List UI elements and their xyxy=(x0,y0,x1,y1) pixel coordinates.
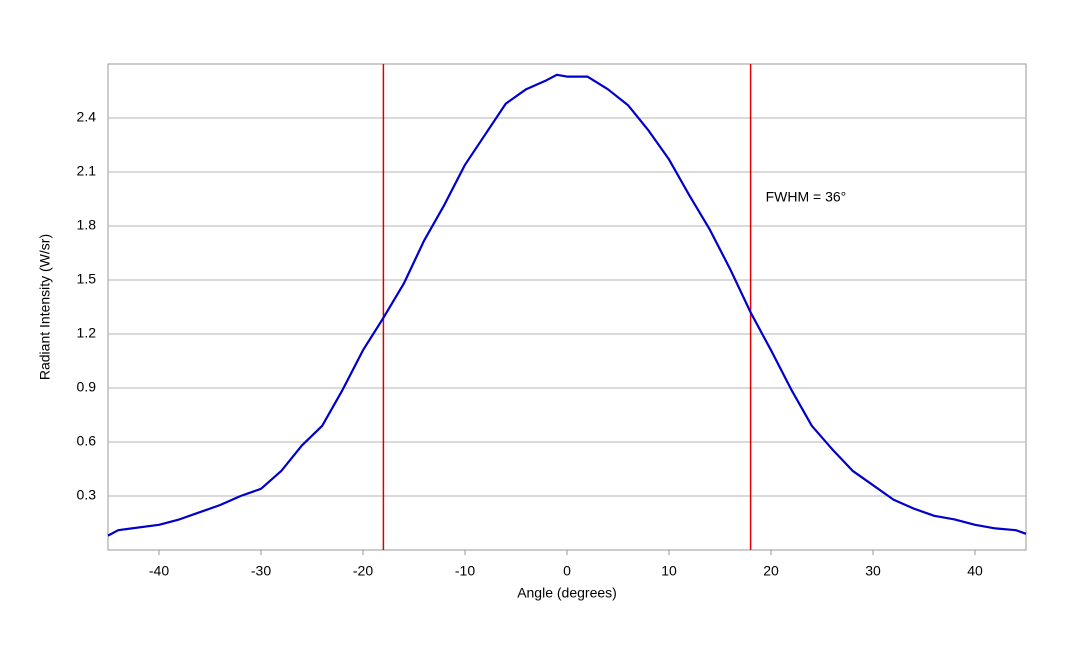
y-tick-label: 0.9 xyxy=(77,379,97,395)
data-line xyxy=(107,73,1027,537)
x-tick-label: 30 xyxy=(865,563,881,579)
x-tick-label: -20 xyxy=(353,563,373,579)
y-tick-label: 1.5 xyxy=(77,271,97,287)
annotation: FWHM = 36° xyxy=(766,189,847,205)
y-tick-label: 0.3 xyxy=(77,487,97,503)
x-tick-label: 10 xyxy=(661,563,677,579)
x-tick-label: -40 xyxy=(149,563,169,579)
y-tick-label: 1.8 xyxy=(77,217,97,233)
x-tick-label: 20 xyxy=(763,563,779,579)
y-tick-label: 0.6 xyxy=(77,433,97,449)
x-tick-label: 0 xyxy=(563,563,571,579)
y-tick-label: 2.1 xyxy=(77,163,97,179)
y-tick-label: 2.4 xyxy=(77,109,97,125)
y-tick-label: 1.2 xyxy=(77,325,97,341)
x-tick-label: -30 xyxy=(251,563,271,579)
x-axis-label: Angle (degrees) xyxy=(517,585,617,601)
plot-frame xyxy=(107,63,1027,551)
y-axis-label: Radiant Intensity (W/sr) xyxy=(37,234,53,380)
x-tick-label: 40 xyxy=(967,563,983,579)
x-tick-label: -10 xyxy=(455,563,475,579)
